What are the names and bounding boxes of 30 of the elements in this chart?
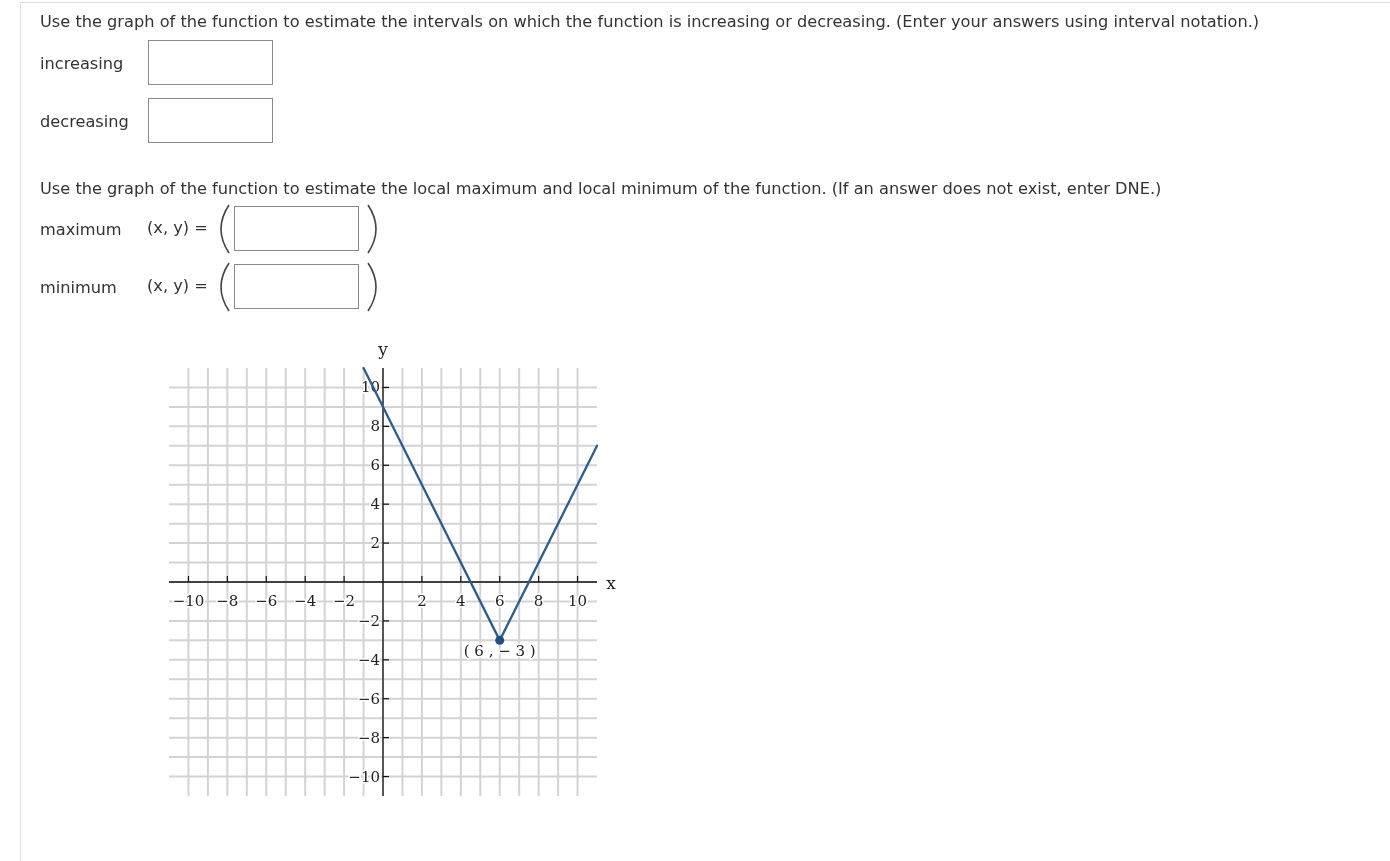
text: minimum — [40, 277, 117, 297]
y-tick-label: −4 — [357, 650, 380, 669]
y-tick-label: −2 — [357, 611, 380, 630]
text: increasing — [40, 53, 124, 73]
x-tick-label: 8 — [533, 592, 544, 610]
x-tick-label: −8 — [216, 592, 239, 610]
x-tick-label: −6 — [255, 592, 278, 610]
chart-subtitle: Use the graph of the function to estimate the local maximum and local minimum of the function. (If an answer does not exist, enter DNE.) — [40, 178, 1162, 198]
x-tick-label: −2 — [333, 592, 356, 610]
y-tick-label: 4 — [370, 495, 380, 514]
x-tick-label: 6 — [494, 592, 505, 610]
text: maximum — [40, 219, 122, 239]
y-tick-label: −8 — [357, 728, 380, 747]
y-tick-label: −10 — [348, 767, 380, 786]
text: decreasing — [40, 111, 129, 131]
x-axis-title: x — [606, 572, 617, 593]
x-tick-label: 2 — [417, 592, 427, 610]
x-tick-label: 10 — [568, 592, 588, 610]
y-tick-label: 2 — [370, 534, 380, 553]
x-tick-label: −4 — [294, 592, 317, 610]
annotation: ( 6 , − 3 ) — [463, 642, 536, 661]
y-axis-title: y — [377, 338, 389, 359]
y-tick-label: −6 — [357, 689, 380, 708]
x-tick-label: −10 — [172, 592, 205, 610]
text: (x, y) = — [147, 217, 208, 237]
text: (x, y) = — [147, 275, 208, 295]
x-tick-label: 4 — [456, 592, 466, 610]
text: Use the graph of the function to estimate the intervals on which the function is increasing or decreasing. (Enter your answers using interval notation.) — [40, 11, 1260, 31]
y-tick-label: 8 — [370, 417, 380, 436]
y-tick-label: 6 — [370, 456, 380, 475]
